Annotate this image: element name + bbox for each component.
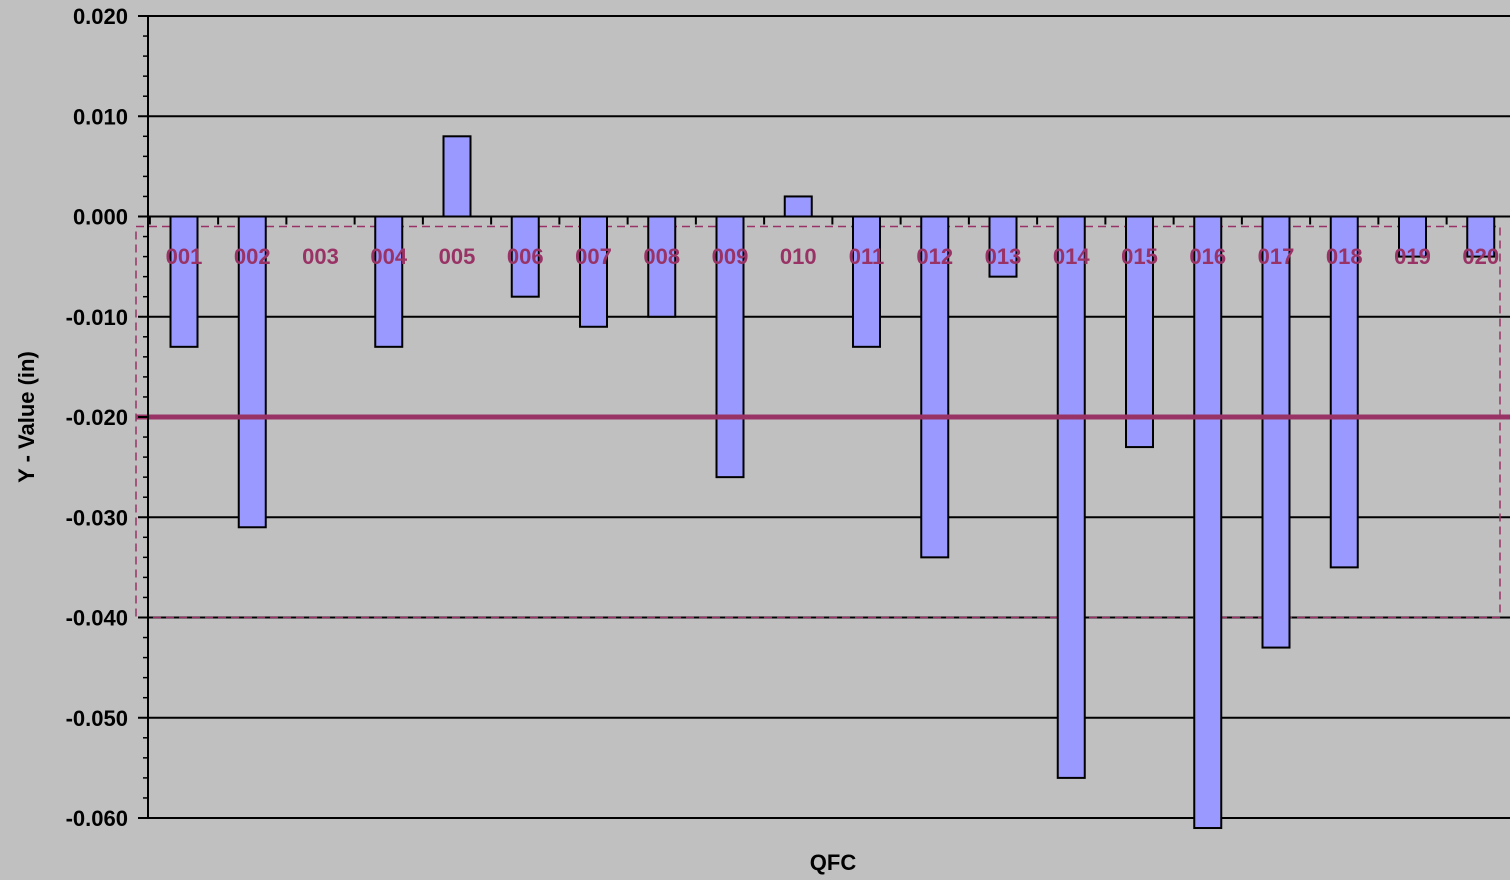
category-label: 007 (575, 244, 612, 269)
category-label: 004 (370, 244, 407, 269)
category-label: 017 (1258, 244, 1295, 269)
bar-004 (374, 215, 404, 348)
x-axis-title: QFC (810, 850, 857, 875)
tolerance-band-box (135, 225, 1501, 619)
category-label: 009 (712, 244, 749, 269)
category-label: 011 (849, 244, 885, 269)
category-label: 018 (1326, 244, 1363, 269)
category-label: 005 (439, 244, 476, 269)
category-label: 014 (1053, 244, 1090, 269)
y-axis: 0.020 0.010 0.000 -0.010 -0.020 -0.030 -0.040 -… (66, 4, 1510, 831)
y-tick-label: 0.000 (73, 205, 128, 230)
tolerance-band (135, 225, 1501, 619)
category-label: 001 (166, 244, 203, 269)
category-label: 016 (1189, 244, 1226, 269)
category-label: 012 (916, 244, 953, 269)
bars (169, 135, 1496, 830)
category-label: 019 (1394, 244, 1431, 269)
bar-005 (442, 135, 472, 218)
category-label: 008 (643, 244, 680, 269)
bar-014 (1056, 215, 1086, 779)
bar-016 (1193, 215, 1223, 830)
y-tick-label: -0.020 (66, 405, 128, 430)
bar-007 (579, 215, 608, 328)
bar-017 (1261, 215, 1291, 649)
bar-006 (510, 215, 540, 298)
category-labels: 001 002 003 004 005 006 007 008 009 010 011 012 013 0… (166, 244, 1499, 269)
category-label: 015 (1121, 244, 1158, 269)
category-label: 010 (780, 244, 817, 269)
bar-001 (169, 215, 199, 348)
y-tick-label: 0.020 (73, 4, 128, 29)
y-tick-label: -0.040 (66, 606, 128, 631)
bar-009 (715, 215, 745, 479)
bar-010 (783, 195, 813, 218)
bar-013 (988, 215, 1018, 278)
y-tick-label: -0.050 (66, 706, 128, 731)
bar-019 (1398, 215, 1427, 258)
y-tick-label: -0.010 (66, 305, 128, 330)
category-label: 013 (985, 244, 1022, 269)
category-label: 003 (302, 244, 339, 269)
bar-011 (852, 215, 881, 348)
y-tick-label: -0.060 (66, 806, 128, 831)
bar-018 (1329, 215, 1359, 569)
y-tick-label: -0.030 (66, 505, 128, 530)
y-axis-title: Y - Value (in) (14, 351, 39, 483)
category-label: 002 (234, 244, 271, 269)
category-label: 020 (1462, 244, 1499, 269)
category-label: 006 (507, 244, 544, 269)
y-tick-label: 0.010 (73, 104, 128, 129)
